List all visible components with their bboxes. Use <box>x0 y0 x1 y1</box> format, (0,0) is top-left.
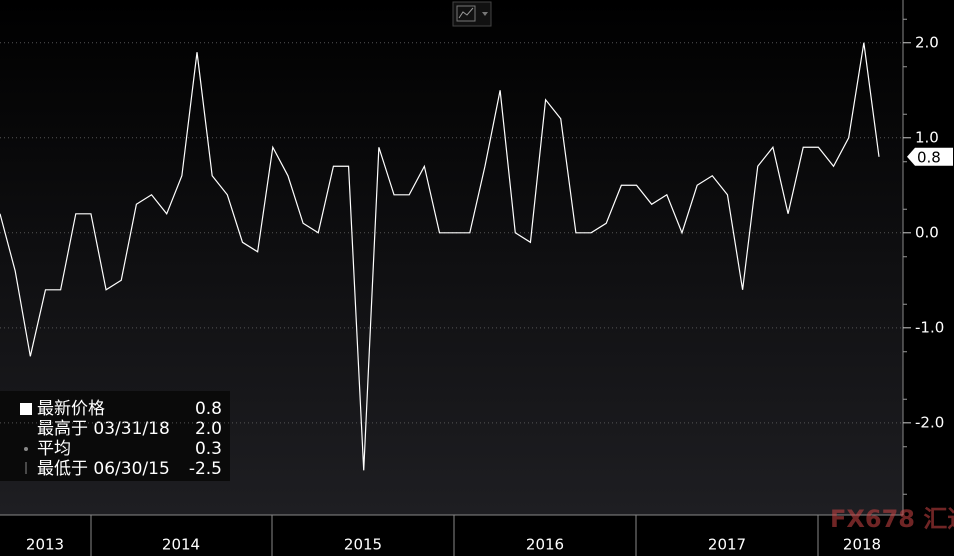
y-tick-label: 0.0 <box>915 223 939 241</box>
icon-caret <box>482 12 488 16</box>
legend-value: 0.8 <box>195 399 222 419</box>
line-series <box>0 42 880 471</box>
legend-value: -2.5 <box>189 459 222 479</box>
y-tick-label: 1.0 <box>915 128 939 146</box>
last-price-tag <box>907 147 953 166</box>
y-tick-label: 2.0 <box>915 33 939 51</box>
y-tick-label: -2.0 <box>915 413 944 431</box>
legend-value: 0.3 <box>195 439 222 459</box>
legend-label: 最低于 06/30/15 <box>37 459 170 479</box>
icon-frame <box>456 5 476 22</box>
legend-value: 2.0 <box>195 419 222 439</box>
last-price-label: 0.8 <box>917 148 941 166</box>
x-tick-label: 2014 <box>162 536 200 554</box>
icon-line <box>458 7 474 19</box>
x-tick-label: 2015 <box>344 536 382 554</box>
legend-label: 平均 <box>37 439 71 459</box>
chart-type-button[interactable] <box>452 1 492 27</box>
x-tick-label: 2013 <box>26 536 64 554</box>
legend-icon <box>20 403 32 415</box>
y-tick-label: -1.0 <box>915 318 944 336</box>
x-tick-label: 2017 <box>708 536 746 554</box>
x-tick-label: 2016 <box>526 536 564 554</box>
x-tick-label: 2018 <box>843 536 881 554</box>
x-axis-area <box>0 515 954 556</box>
watermark: FX678 汇通网 <box>830 505 954 533</box>
legend-label: 最新价格 <box>37 399 105 419</box>
legend-label: 最高于 03/31/18 <box>37 419 170 439</box>
legend: 最新价格 0.8 最高于 03/31/18 2.0 平均 0.3 最低于 06/30/15-… <box>0 391 230 481</box>
legend-icon <box>24 447 28 451</box>
legend-box <box>0 391 230 481</box>
